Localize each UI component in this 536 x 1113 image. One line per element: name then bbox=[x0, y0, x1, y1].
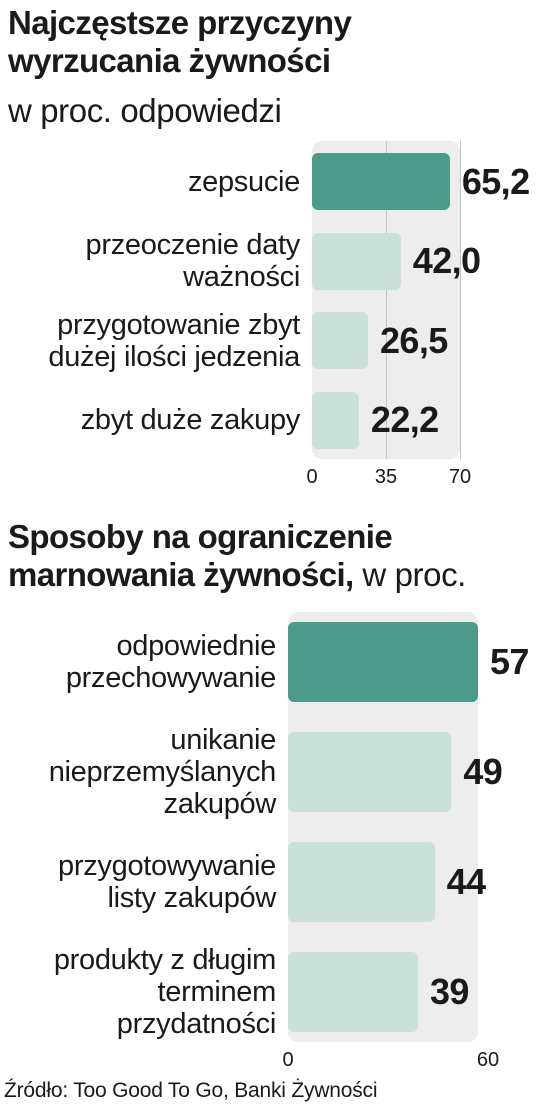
chart2-title: Sposoby na ograniczenie marnowania żywno… bbox=[8, 518, 466, 594]
chart2-category-label-4: produkty z długim terminem przydatności bbox=[2, 936, 276, 1048]
chart2-category-text-3: przygotowywanie listy zakupów bbox=[58, 850, 276, 914]
chart2-category-text-2: unikanie nieprzemyślanych zakupów bbox=[48, 724, 277, 820]
chart2-bar-4 bbox=[288, 952, 418, 1032]
chart1-bar-4 bbox=[312, 391, 359, 449]
chart2-value-label-2: 49 bbox=[463, 751, 503, 792]
chart1-tick-label-1: 0 bbox=[306, 466, 318, 488]
chart2-bar-3 bbox=[288, 842, 435, 922]
chart1-category-label-4: zbyt duże zakupy bbox=[2, 384, 301, 457]
chart1-category-text-3: przygotowanie zbyt dużej ilości jedzenia bbox=[48, 308, 300, 373]
chart2-category-text-4: produkty z długim terminem przydatności bbox=[53, 944, 276, 1040]
chart2-subtitle: w proc. bbox=[353, 556, 466, 593]
chart1-category-text-1: zepsucie bbox=[187, 165, 300, 198]
chart1: 65,2 zepsucie 42,0 przeoczenie daty ważnośc… bbox=[0, 141, 536, 491]
chart1-gridline bbox=[460, 141, 461, 459]
chart1-bar-2 bbox=[312, 232, 401, 290]
chart2-value-label-4: 39 bbox=[430, 971, 469, 1012]
source-note: Źródło: Too Good To Go, Banki Żywności bbox=[4, 1079, 378, 1102]
chart2-value-label-3: 44 bbox=[446, 861, 486, 902]
chart2-tick-label-1: 0 bbox=[282, 1049, 294, 1071]
chart2-category-label-1: odpowiednie przechowywanie bbox=[2, 606, 276, 718]
chart1-category-label-2: przeoczenie daty ważności bbox=[2, 225, 301, 298]
chart1-value-label-2: 42,0 bbox=[412, 240, 481, 281]
chart1-gridline bbox=[386, 141, 387, 459]
chart1-tick-label-3: 70 bbox=[448, 466, 472, 488]
chart2-category-label-3: przygotowywanie listy zakupów bbox=[2, 826, 276, 938]
chart1-bar-1 bbox=[312, 153, 450, 210]
chart2-bar-1 bbox=[288, 622, 478, 702]
chart1-category-label-3: przygotowanie zbyt dużej ilości jedzenia bbox=[2, 304, 300, 377]
chart1-value-label-4: 22,2 bbox=[370, 399, 439, 440]
chart2-title-line2: marnowania żywności, w proc. bbox=[8, 556, 466, 593]
chart1-title-text: Najczęstsze przyczyny wyrzucania żywnośc… bbox=[8, 4, 352, 79]
chart2-category-text-1: odpowiednie przechowywanie bbox=[65, 630, 276, 694]
chart1-title: Najczęstsze przyczyny wyrzucania żywnośc… bbox=[8, 4, 428, 80]
chart1-category-text-2: przeoczenie daty ważności bbox=[85, 229, 301, 293]
chart1-category-text-4: zbyt duże zakupy bbox=[80, 404, 301, 436]
chart1-category-label-1: zepsucie bbox=[2, 145, 300, 218]
chart2-bar-2 bbox=[288, 732, 452, 812]
chart2: 57 odpowiednie przechowywanie 49 unikanie n… bbox=[0, 612, 536, 1072]
chart1-bar-3 bbox=[312, 312, 369, 369]
chart1-subtitle: w proc. odpowiedzi bbox=[8, 92, 282, 129]
chart2-tick-label-2: 60 bbox=[476, 1049, 500, 1071]
chart1-value-label-3: 26,5 bbox=[380, 319, 448, 361]
chart1-value-label-1: 65,2 bbox=[461, 160, 530, 202]
chart2-category-label-2: unikanie nieprzemyślanych zakupów bbox=[2, 716, 277, 828]
chart2-value-label-1: 57 bbox=[490, 641, 529, 682]
chart1-tick-label-2: 35 bbox=[374, 466, 398, 488]
chart2-title-line1: Sposoby na ograniczenie bbox=[8, 518, 393, 555]
